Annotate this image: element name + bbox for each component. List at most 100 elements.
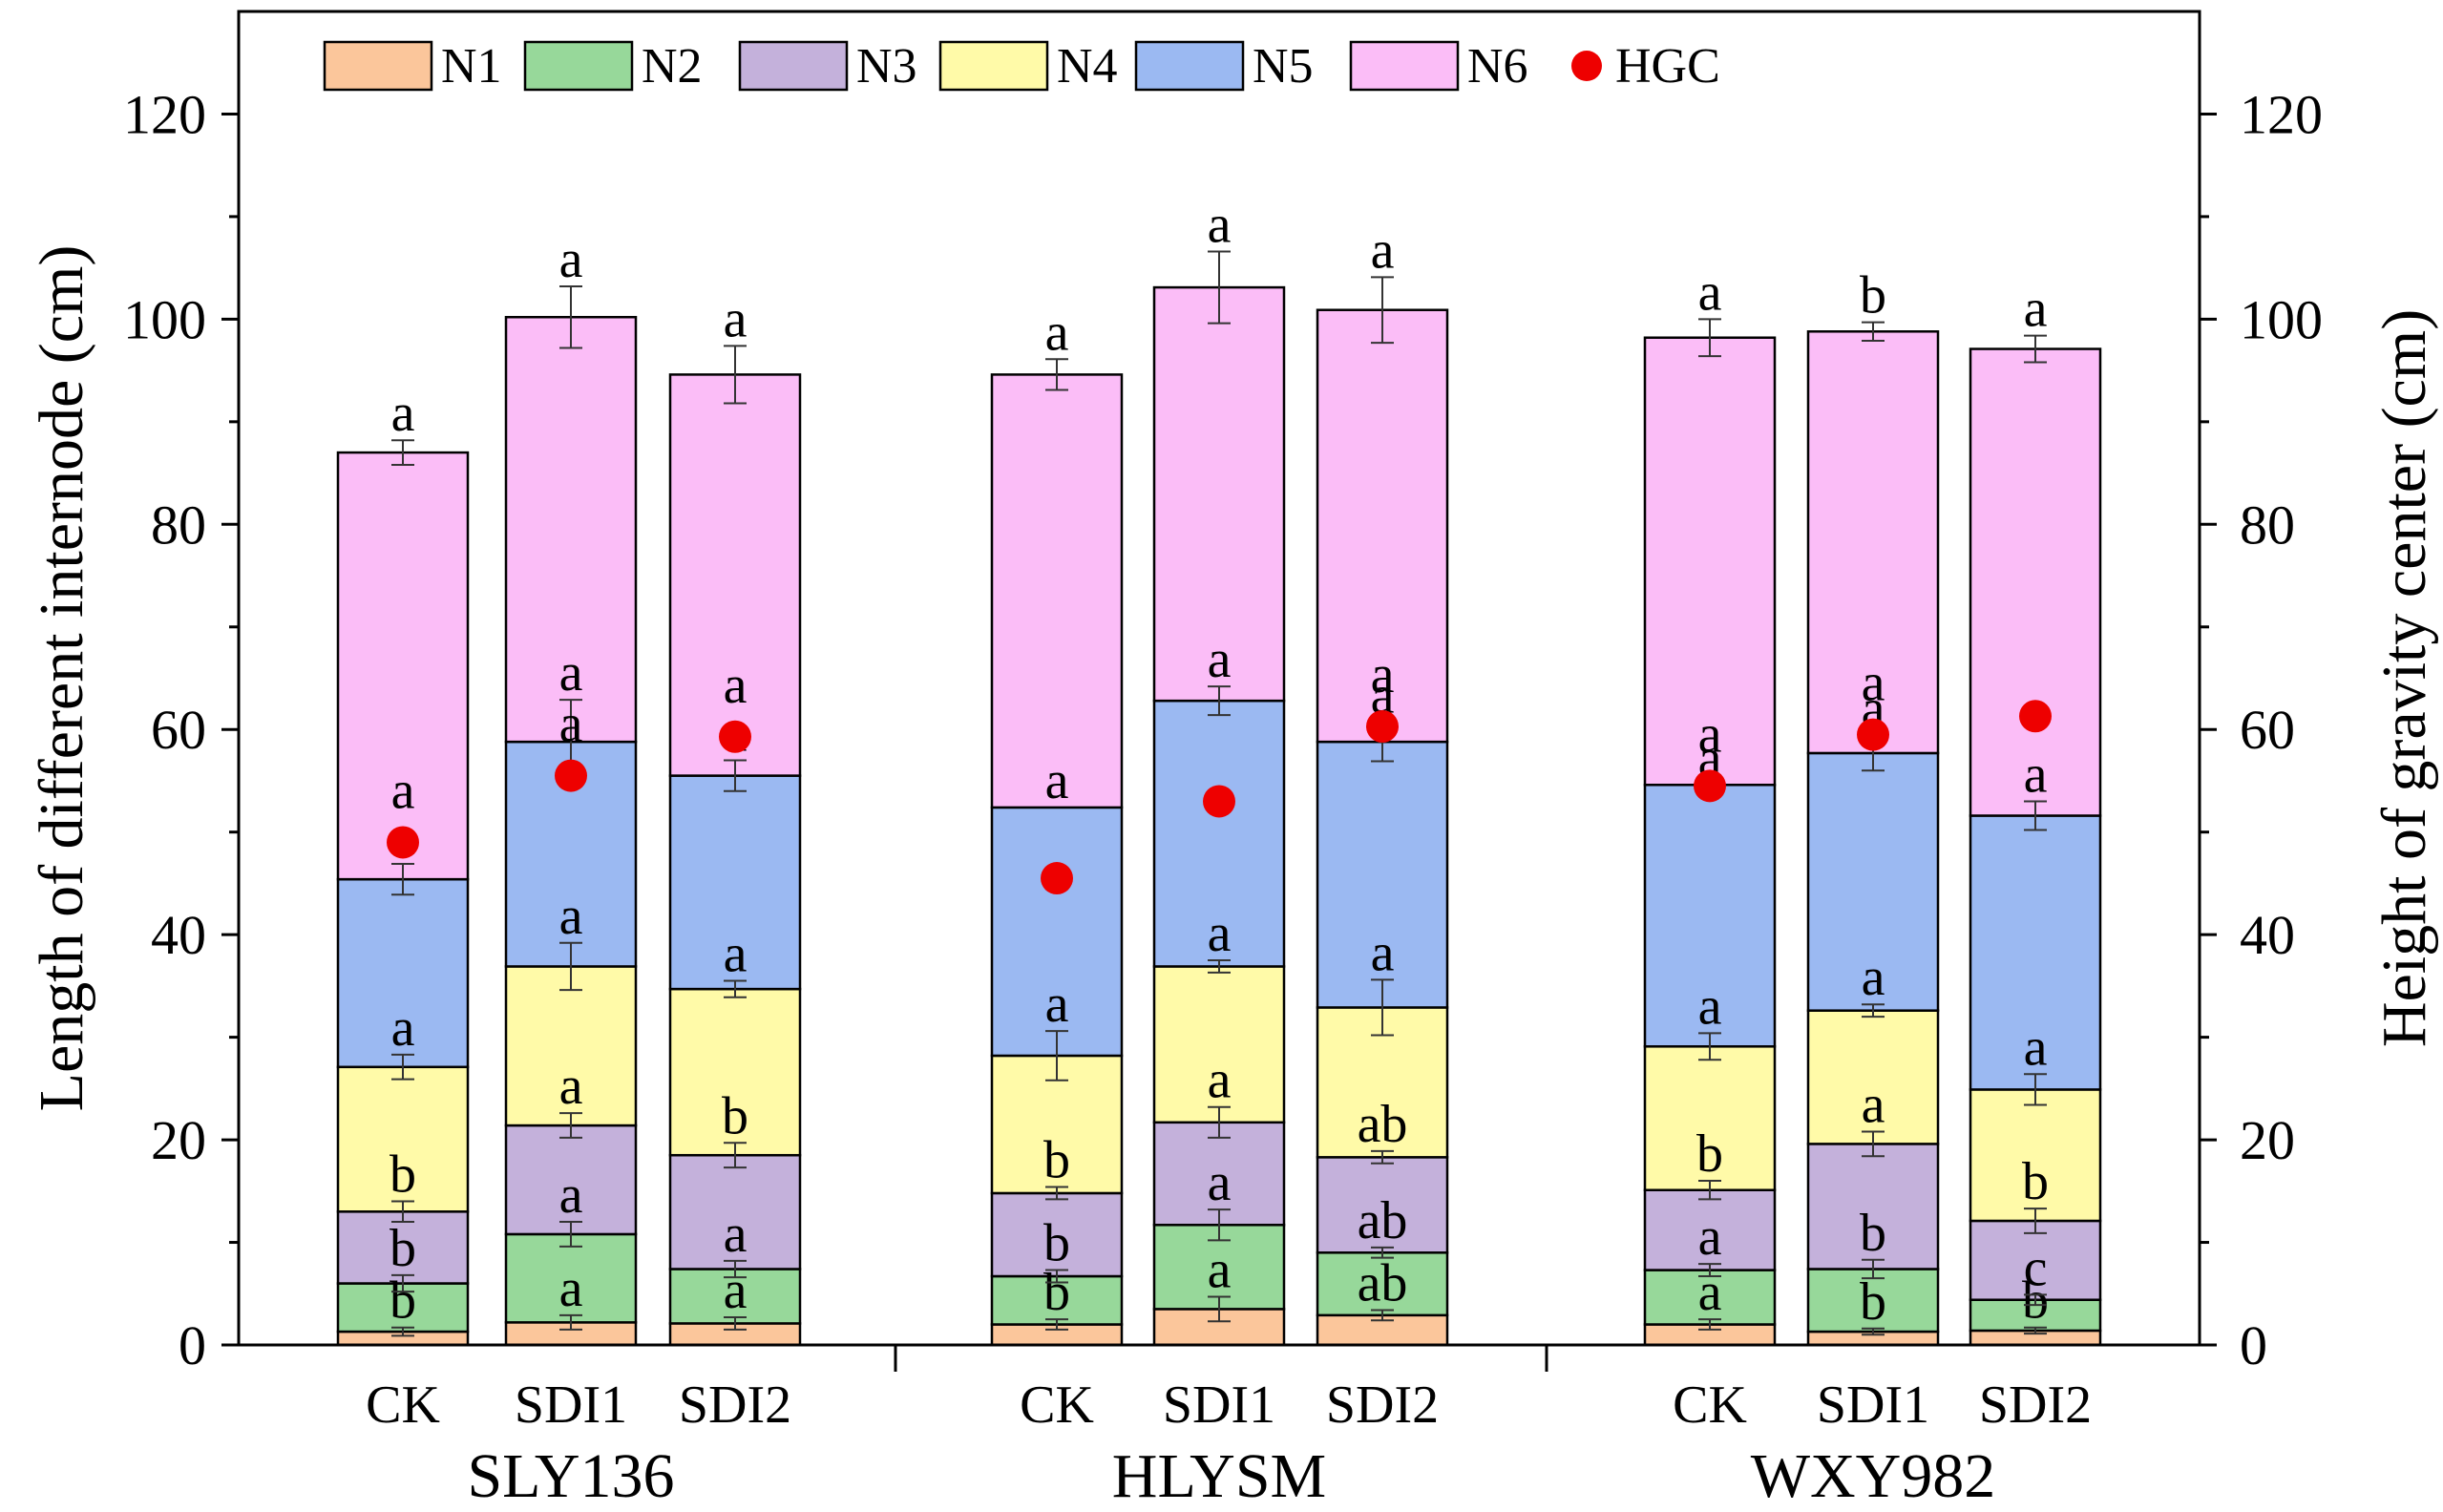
legend-swatch-n5	[1134, 40, 1245, 92]
y2-tick-label: 20	[2240, 1109, 2295, 1171]
bar-n5	[1316, 740, 1449, 1009]
significance-letter: a	[1698, 262, 1722, 322]
y2-axis-title: Height of gravity center (cm)	[2369, 309, 2439, 1047]
bar-n5	[336, 877, 470, 1069]
significance-letter: b	[390, 1219, 416, 1278]
significance-letter: a	[1698, 976, 1722, 1036]
x-tick-label: SDI1	[1817, 1376, 1929, 1435]
y2-tick-label: 40	[2240, 904, 2295, 966]
bar-n3	[990, 1191, 1124, 1278]
bar-n3	[668, 1153, 802, 1270]
bar-n3	[1316, 1156, 1449, 1254]
significance-letter: a	[1371, 923, 1395, 982]
hgc-letter: a	[724, 656, 748, 715]
significance-letter: b	[1860, 1272, 1886, 1332]
significance-letter: b	[1043, 1131, 1070, 1190]
hgc-point	[1366, 710, 1399, 744]
significance-letter: a	[1208, 1153, 1232, 1212]
significance-letter: a	[559, 643, 583, 703]
significance-letter: ab	[1358, 1191, 1408, 1250]
y2-tick-label: 120	[2240, 83, 2323, 145]
bar-n4	[668, 987, 802, 1157]
hgc-point	[719, 720, 751, 753]
significance-letter: a	[1208, 630, 1232, 689]
bar-n6	[1152, 285, 1286, 703]
hgc-point	[1203, 785, 1235, 818]
significance-letter: a	[559, 1057, 583, 1116]
legend-swatch-n1	[323, 40, 433, 92]
significance-letter: a	[559, 1166, 583, 1225]
hgc-point	[1694, 769, 1726, 803]
significance-letter: a	[2024, 745, 2048, 804]
hgc-point	[555, 759, 587, 792]
significance-letter: b	[1860, 1204, 1886, 1263]
hgc-letter: a	[559, 695, 583, 754]
y-tick-label: 20	[151, 1109, 206, 1171]
bar-n6	[990, 373, 1124, 809]
significance-letter: a	[1698, 1208, 1722, 1267]
bar-n6	[1643, 336, 1777, 787]
significance-letter: a	[1045, 751, 1069, 810]
y2-tick-label: 100	[2240, 288, 2323, 350]
legend-label: N6	[1467, 39, 1528, 94]
y-tick-label: 80	[151, 494, 206, 556]
bar-n3	[1152, 1121, 1286, 1227]
bar-n6	[1806, 330, 1940, 755]
significance-letter: a	[559, 230, 583, 289]
significance-letter: a	[2024, 1018, 2048, 1077]
x-tick-label: SDI2	[679, 1376, 791, 1435]
legend-label: HGC	[1615, 39, 1720, 94]
hgc-letter: a	[391, 761, 415, 820]
significance-letter: b	[390, 1145, 416, 1205]
significance-letter: a	[559, 887, 583, 946]
bar-n5	[668, 774, 802, 991]
hgc-point	[1041, 862, 1073, 895]
legend-hgc-marker	[1571, 51, 1602, 81]
legend-label: N2	[642, 39, 703, 94]
bar-n6	[1316, 308, 1449, 744]
legend-swatch-n6	[1349, 40, 1460, 92]
x-tick-label: CK	[366, 1376, 440, 1435]
x-tick-label: SDI2	[1326, 1376, 1439, 1435]
x-group-label: HLYSM	[1112, 1441, 1326, 1507]
hgc-letter: a	[1862, 654, 1885, 713]
bar-n2	[1316, 1251, 1449, 1317]
x-group-label: SLY136	[467, 1441, 674, 1507]
significance-letter: a	[1045, 303, 1069, 362]
x-tick-label: SDI2	[1979, 1376, 2092, 1435]
x-group-label: WXY982	[1751, 1441, 1996, 1507]
bar-n6	[1969, 347, 2102, 817]
y2-tick-label: 60	[2240, 699, 2295, 761]
significance-letter: a	[1862, 1075, 1885, 1134]
legend-swatch-n2	[523, 40, 634, 92]
legend-swatch-n4	[938, 40, 1049, 92]
y-axis-title: Length of different internode (cm)	[27, 245, 96, 1112]
y-tick-label: 0	[179, 1314, 206, 1376]
y-tick-label: 40	[151, 904, 206, 966]
y-tick-label: 60	[151, 699, 206, 761]
y-tick-label: 120	[123, 83, 206, 145]
y2-tick-label: 80	[2240, 494, 2295, 556]
significance-letter: b	[1860, 266, 1886, 326]
x-tick-label: SDI1	[515, 1376, 627, 1435]
significance-letter: a	[1371, 220, 1395, 280]
significance-letter: a	[1208, 1240, 1232, 1299]
significance-letter: ab	[1358, 1253, 1408, 1312]
significance-letter: a	[391, 998, 415, 1058]
significance-letter: a	[1208, 1051, 1232, 1110]
bar-n6	[668, 373, 802, 777]
significance-letter: a	[1208, 195, 1232, 254]
x-tick-label: CK	[1020, 1376, 1094, 1435]
significance-letter: a	[724, 289, 748, 348]
significance-letter: a	[1862, 948, 1885, 1007]
significance-letter: a	[391, 384, 415, 443]
plot-frame	[237, 10, 2201, 1347]
x-tick-label: CK	[1673, 1376, 1747, 1435]
legend-label: N3	[856, 39, 917, 94]
bar-n5	[990, 806, 1124, 1058]
significance-letter: a	[724, 1205, 748, 1264]
significance-letter: b	[2022, 1152, 2049, 1211]
significance-letter: b	[1043, 1214, 1070, 1273]
